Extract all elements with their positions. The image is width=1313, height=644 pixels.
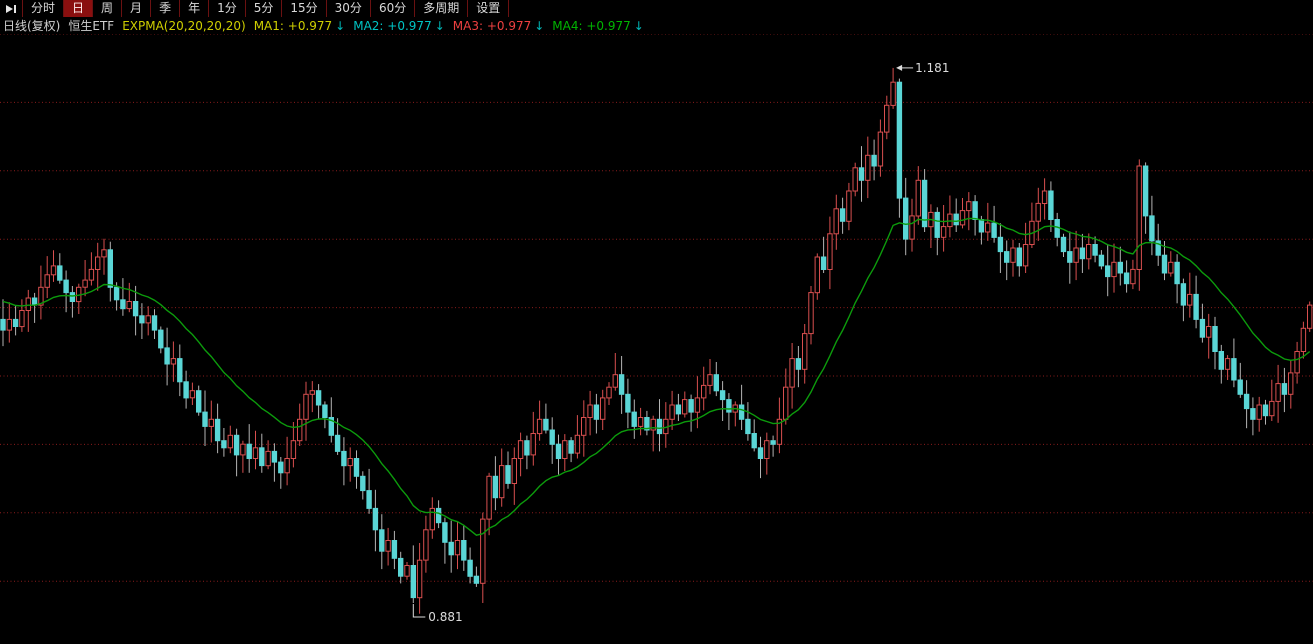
instrument-name: 恒生ETF	[68, 19, 115, 33]
tab-multi-period[interactable]: 多周期	[415, 0, 469, 17]
indicator-name[interactable]: EXPMA(20,20,20,20)	[122, 18, 246, 33]
tab-month[interactable]: 月	[122, 0, 152, 17]
ma3-readout: MA3: +0.977 ↓	[453, 19, 545, 33]
tab-year[interactable]: 年	[180, 0, 210, 17]
ma4-value: MA4: +0.977	[552, 18, 631, 33]
tab-1min[interactable]: 1分	[209, 0, 246, 17]
period-tabbar: 分时日周月季年 1分 5分 15分 30分 60分 多周期 设置	[0, 0, 1313, 17]
tab-60min[interactable]: 60分	[371, 0, 416, 17]
tab-quarter[interactable]: 季	[151, 0, 181, 17]
tab-week[interactable]: 周	[93, 0, 123, 17]
chart-period-label: 日线(复权)	[3, 19, 61, 33]
tab-intraday[interactable]: 分时	[23, 0, 65, 17]
ma1-readout: MA1: +0.977 ↓	[254, 19, 346, 33]
tab-30min[interactable]: 30分	[327, 0, 371, 17]
ma2-value: MA2: +0.977	[353, 18, 432, 33]
tab-15min[interactable]: 15分	[282, 0, 327, 17]
ma2-trend-arrow: ↓	[434, 18, 445, 33]
jump-to-latest-button[interactable]	[0, 0, 23, 17]
ma3-value: MA3: +0.977	[452, 18, 532, 33]
ma4-readout: MA4: +0.977 ↓	[552, 19, 644, 33]
ma-readouts: MA1: +0.977 ↓ MA2: +0.977 ↓ MA3: +0.977 ↓ MA4:…	[254, 19, 644, 33]
arrow-to-bar-icon	[6, 4, 16, 13]
ma3-trend-arrow: ↓	[534, 18, 545, 33]
tab-5min[interactable]: 5分	[246, 0, 283, 17]
ma2-readout: MA2: +0.977 ↓	[353, 19, 445, 33]
svg-text:1.181: 1.181	[915, 61, 949, 75]
period-tabs-group: 分时日周月季年 1分 5分 15分 30分 60分 多周期 设置	[23, 0, 510, 17]
ma1-trend-arrow: ↓	[335, 18, 346, 33]
ma1-value: MA1: +0.977	[253, 18, 333, 33]
ma4-trend-arrow: ↓	[633, 18, 644, 33]
tab-day[interactable]: 日	[64, 0, 94, 17]
svg-text:0.881: 0.881	[428, 610, 462, 624]
tab-settings[interactable]: 设置	[468, 0, 510, 17]
indicator-bar: 日线(复权) 恒生ETF EXPMA(20,20,20,20) MA1: +0.…	[0, 17, 1313, 34]
